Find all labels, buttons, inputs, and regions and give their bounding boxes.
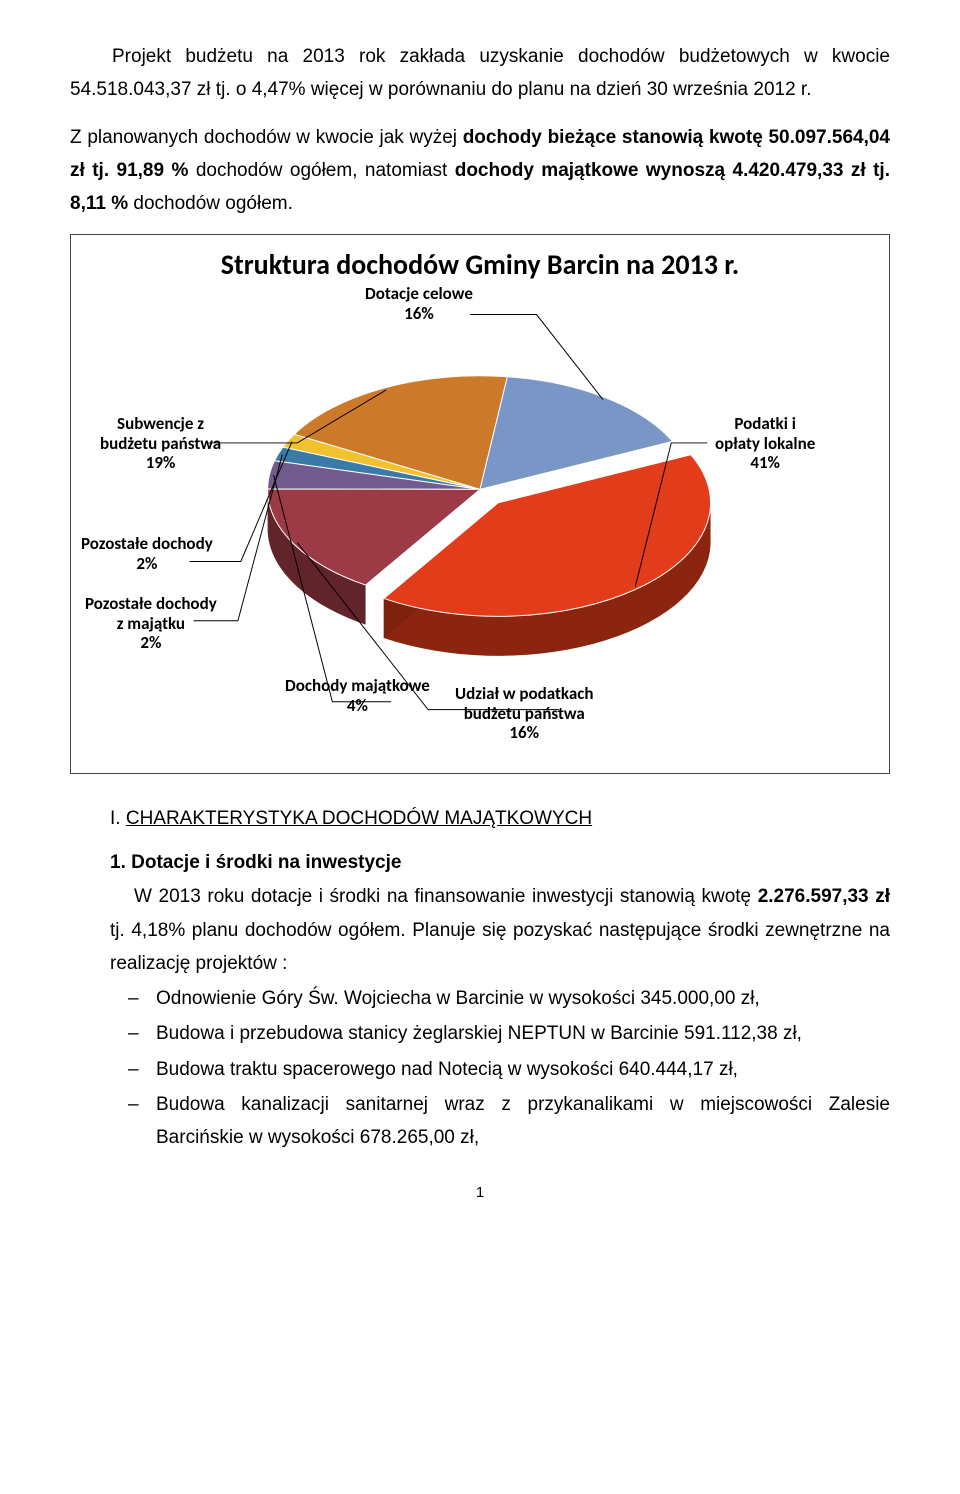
list-item-1-title: Dotacje i środki na inwestycje — [131, 852, 401, 873]
list-item-1-heading: 1. Dotacje i środki na inwestycje — [110, 852, 890, 874]
page-number: 1 — [70, 1184, 890, 1201]
item1-body-a: W 2013 roku dotacje i środki na finansow… — [134, 886, 758, 907]
dash-list: Odnowienie Góry Św. Wojciecha w Barcinie… — [110, 982, 890, 1154]
chart-slice-label: Podatki iopłaty lokalne41% — [715, 414, 815, 473]
item1-body-bold: 2.276.597,33 zł — [758, 886, 890, 907]
chart-slice-label: Pozostałe dochody2% — [81, 534, 213, 573]
para2-c: dochodów ogółem, natomiast — [196, 160, 455, 181]
dash-item: Budowa i przebudowa stanicy żeglarskiej … — [128, 1017, 890, 1050]
section-title: CHARAKTERYSTYKA DOCHODÓW MAJĄTKOWYCH — [126, 808, 592, 829]
chart-slice-label: Udział w podatkachbudżetu państwa16% — [455, 684, 593, 743]
chart-slice-label: Dochody majątkowe4% — [285, 676, 430, 715]
intro-paragraph-1: Projekt budżetu na 2013 rok zakłada uzys… — [70, 40, 890, 107]
list-item-1-num: 1. — [110, 852, 126, 873]
dash-item: Budowa kanalizacji sanitarnej wraz z prz… — [128, 1088, 890, 1155]
chart-canvas: Podatki iopłaty lokalne41% Udział w podat… — [75, 284, 885, 754]
intro-paragraph-2: Z planowanych dochodów w kwocie jak wyże… — [70, 121, 890, 221]
item1-body-b: tj. 4,18% planu dochodów ogółem. Planuje… — [110, 920, 890, 974]
numbered-list: 1. Dotacje i środki na inwestycje W 2013… — [70, 852, 890, 1154]
list-item-1-body: W 2013 roku dotacje i środki na finansow… — [110, 880, 890, 980]
chart-title: Struktura dochodów Gminy Barcin na 2013 … — [75, 247, 885, 282]
chart-slice-label: Subwencje zbudżetu państwa19% — [100, 414, 221, 473]
section-number: I. — [110, 808, 121, 829]
section-heading: I. CHARAKTERYSTYKA DOCHODÓW MAJĄTKOWYCH — [70, 808, 890, 830]
chart-slice-label: Dotacje celowe16% — [365, 284, 473, 323]
para2-a: Z planowanych dochodów w kwocie jak wyże… — [70, 127, 463, 148]
list-item-1: 1. Dotacje i środki na inwestycje W 2013… — [110, 852, 890, 1154]
revenue-structure-chart: Struktura dochodów Gminy Barcin na 2013 … — [70, 234, 890, 774]
dash-item: Odnowienie Góry Św. Wojciecha w Barcinie… — [128, 982, 890, 1015]
para2-e: dochodów ogółem. — [133, 193, 293, 214]
chart-slice-label: Pozostałe dochodyz majątku2% — [85, 594, 217, 653]
dash-item: Budowa traktu spacerowego nad Notecią w … — [128, 1053, 890, 1086]
